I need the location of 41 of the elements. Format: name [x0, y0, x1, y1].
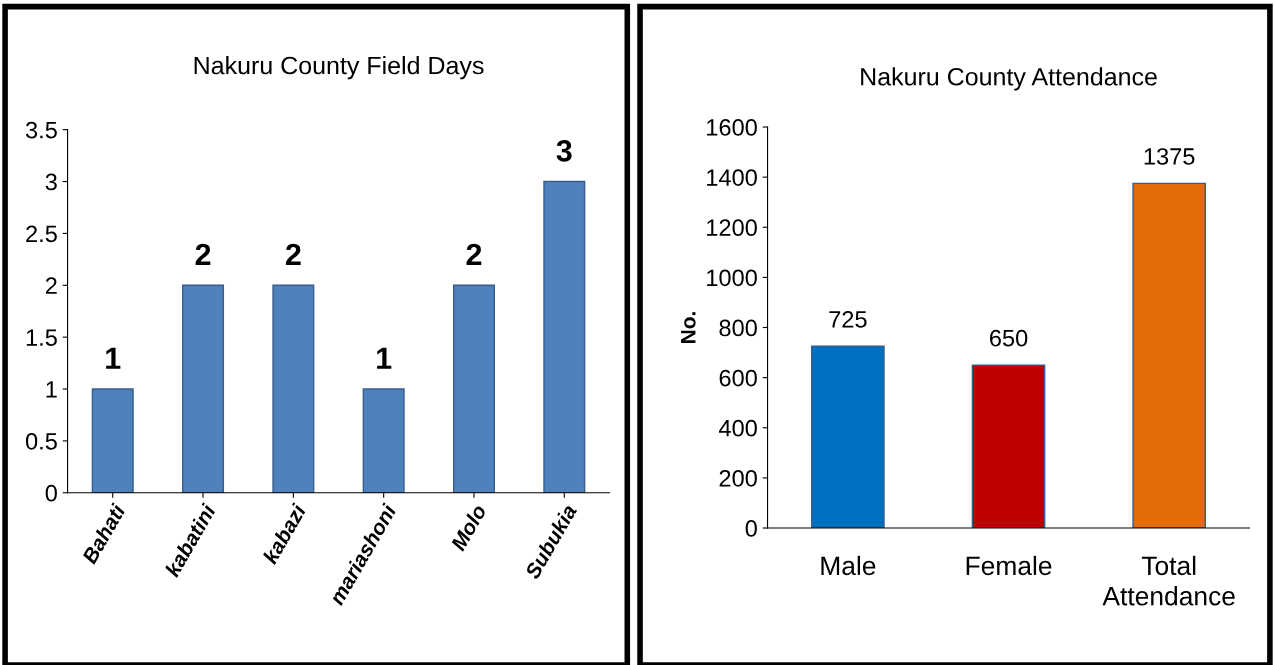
data-label: 2	[285, 243, 301, 266]
x-tick-label: Female	[966, 555, 1052, 576]
y-tick-label: 0	[45, 484, 57, 502]
x-tick-label: Male	[821, 555, 876, 576]
y-tick-label: 600	[719, 369, 757, 387]
y-tick-label: 1600	[707, 119, 757, 136]
chart-title: Nakuru County Field Days	[194, 56, 484, 80]
bar	[971, 364, 1046, 529]
y-tick-label: 1000	[707, 269, 757, 287]
data-label: 1	[377, 347, 392, 369]
data-label: 1375	[1144, 148, 1195, 165]
bar	[543, 180, 586, 493]
y-tick-label: 800	[719, 319, 757, 337]
y-tick-label: 1200	[707, 219, 757, 237]
data-label: 650	[990, 329, 1028, 347]
bar	[91, 388, 134, 493]
bar	[452, 284, 495, 493]
y-tick-label: 1	[46, 381, 57, 398]
y-tick-label: 0	[745, 520, 757, 537]
y-tick-label: 3	[45, 173, 57, 191]
data-label: 2	[195, 243, 211, 266]
data-label: 1	[106, 347, 121, 369]
y-tick-label: 200	[719, 469, 757, 487]
y-tick-label: 0.5	[25, 432, 57, 450]
y-tick-label: 1400	[707, 169, 757, 186]
y-tick-label: 3.5	[25, 121, 57, 139]
bar	[272, 284, 315, 493]
y-tick-label: 2.5	[26, 225, 57, 243]
bar	[182, 284, 225, 493]
bar	[1132, 182, 1207, 529]
y-tick-label: 400	[718, 419, 757, 437]
y-tick-label: 1.5	[26, 329, 57, 346]
chart-title: Nakuru County Attendance	[861, 67, 1157, 91]
y-tick-label: 2	[45, 277, 57, 294]
data-label: 3	[556, 139, 572, 162]
data-label: 725	[829, 311, 867, 328]
data-label: 2	[466, 243, 482, 266]
bar	[362, 388, 405, 493]
y-axis-title: No.	[681, 312, 696, 343]
x-tick-label: Total Attendance	[1102, 555, 1235, 606]
bar	[811, 345, 885, 529]
